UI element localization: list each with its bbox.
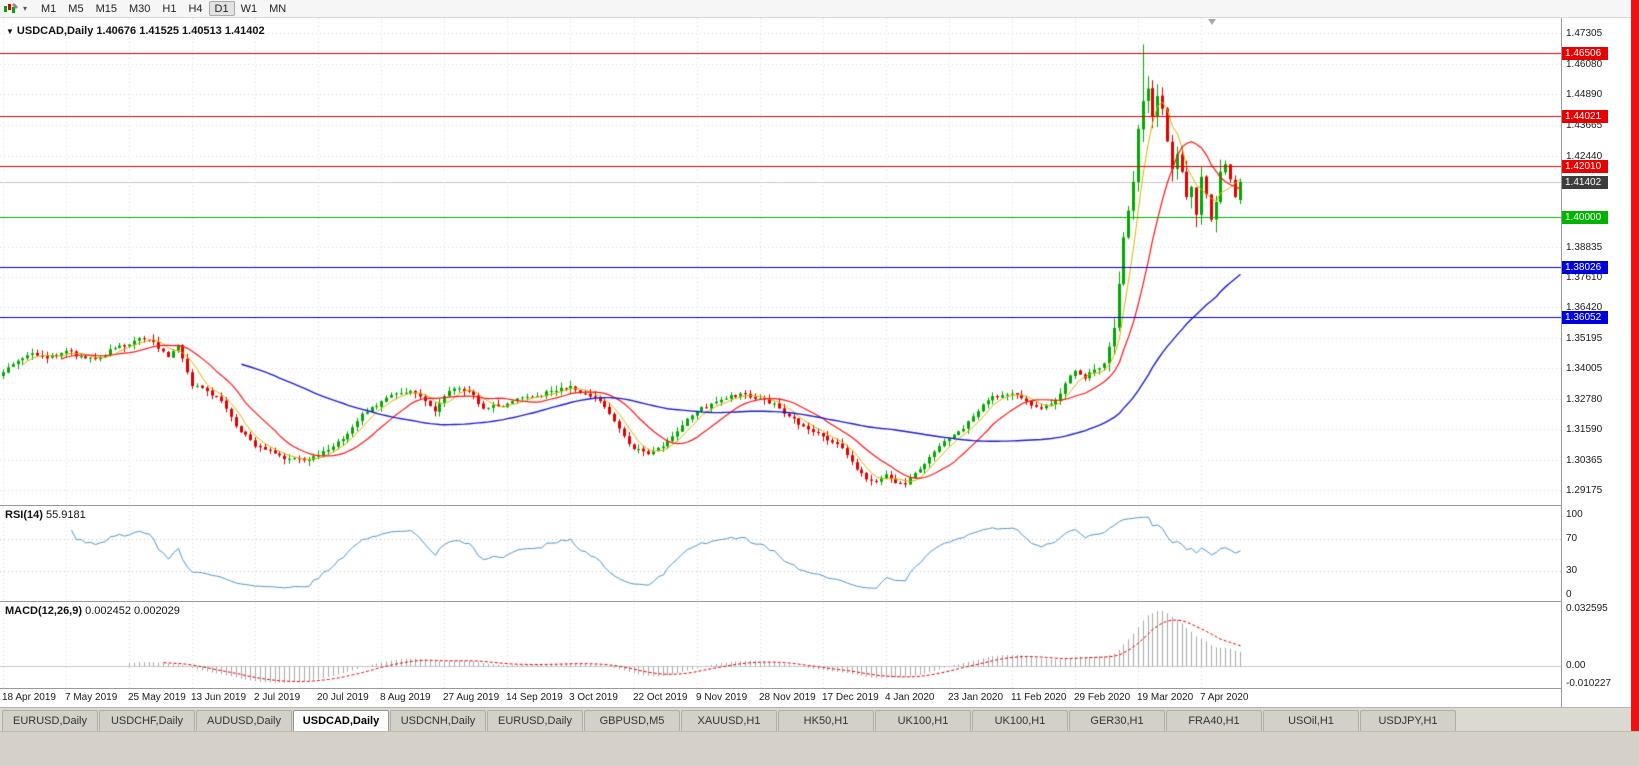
- chart-tab-eurusd-daily[interactable]: EURUSD,Daily: [2, 710, 98, 731]
- y-axis-tick: 1.44890: [1566, 88, 1603, 100]
- x-axis-date-label: 14 Sep 2019: [506, 692, 563, 703]
- y-axis-tick: 1.36420: [1566, 302, 1603, 314]
- chart-tab-usdjpy-h1[interactable]: USDJPY,H1: [1360, 710, 1456, 731]
- y-axis-tick: 1.31590: [1566, 424, 1603, 436]
- x-axis-date-label: 28 Nov 2019: [759, 692, 816, 703]
- price-level-badge: 1.40000: [1562, 211, 1608, 225]
- timeframe-button-M15[interactable]: M15: [95, 3, 117, 15]
- x-axis-date-label: 13 Jun 2019: [191, 692, 247, 703]
- y-axis-tick: 1.43665: [1566, 119, 1603, 131]
- timeframe-button-M5[interactable]: M5: [68, 3, 84, 15]
- price-level-badge: 1.44021: [1562, 109, 1608, 123]
- main-chart-canvas[interactable]: [0, 18, 1561, 505]
- chart-tab-gbpusd-m5[interactable]: GBPUSD,M5: [584, 710, 680, 731]
- chart-title: ▼ USDCAD,Daily 1.40676 1.41525 1.40513 1.…: [6, 25, 265, 37]
- price-level-badge: 1.38026: [1562, 260, 1608, 274]
- macd-canvas[interactable]: [0, 603, 1561, 689]
- x-axis-date-label: 4 Jan 2020: [885, 692, 935, 703]
- y-axis-tick: 1.29175: [1566, 485, 1603, 496]
- status-bar: [0, 731, 1639, 766]
- price-level-badge: 1.42010: [1562, 160, 1608, 174]
- x-axis-date-label: 7 May 2019: [65, 692, 118, 703]
- rsi-scale-label: 100: [1566, 509, 1583, 520]
- y-axis-tick: 1.32780: [1566, 394, 1603, 406]
- chart-tab-usdcad-daily[interactable]: USDCAD,Daily: [293, 710, 389, 731]
- chart-tab-bar: EURUSD,Daily USDCHF,Daily AUDUSD,Daily USDC…: [0, 707, 1639, 731]
- x-axis-date-label: 7 Apr 2020: [1200, 692, 1249, 703]
- rsi-canvas[interactable]: [0, 507, 1561, 602]
- chart-tab-uk100-h1[interactable]: UK100,H1: [875, 710, 971, 731]
- y-axis-tick: 1.30365: [1566, 455, 1603, 466]
- x-axis-date-label: 29 Feb 2020: [1074, 692, 1131, 703]
- chart-tab-fra40-h1[interactable]: FRA40,H1: [1166, 710, 1262, 731]
- rsi-value: 55.9181: [45, 509, 86, 521]
- macd-values: 0.002452 0.002029: [85, 605, 180, 617]
- y-axis-tick: 1.47305: [1566, 28, 1603, 39]
- right-edge-strip: [1631, 0, 1639, 731]
- main-chart-pane: ▼ USDCAD,Daily 1.40676 1.41525 1.40513 1.…: [0, 18, 1561, 505]
- timeframe-button-H1[interactable]: H1: [162, 3, 177, 15]
- chart-tab-usoil-h1[interactable]: USOil,H1: [1263, 710, 1359, 731]
- rsi-scale-label: 0: [1566, 589, 1572, 600]
- chart-tools-caret-icon[interactable]: ▾: [23, 4, 28, 13]
- price-axis[interactable]: 1.47305 1.46080 1.44890 1.43665 1.42440 1.388…: [1561, 18, 1631, 707]
- price-level-badge: 1.46506: [1562, 47, 1608, 61]
- rsi-name: RSI(14): [5, 509, 43, 521]
- date-axis[interactable]: 18 Apr 2019 7 May 2019 25 May 2019 13 Jun 2…: [0, 688, 1561, 707]
- y-axis-tick: 1.42440: [1566, 150, 1603, 162]
- rsi-label: RSI(14) 55.9181: [5, 509, 86, 521]
- x-axis-date-label: 19 Mar 2020: [1137, 692, 1194, 703]
- chart-ohlc-values: 1.40676 1.41525 1.40513 1.41402: [96, 25, 265, 37]
- y-axis-tick: 1.38835: [1566, 241, 1603, 253]
- x-axis-date-label: 3 Oct 2019: [569, 692, 618, 703]
- chart-tools-icon[interactable]: [3, 2, 19, 15]
- chart-symbol: USDCAD,Daily: [16, 25, 94, 37]
- x-axis-date-label: 9 Nov 2019: [696, 692, 748, 703]
- x-axis-date-label: 22 Oct 2019: [633, 692, 688, 703]
- macd-pane: MACD(12,26,9) 0.002452 0.002029: [0, 601, 1561, 689]
- x-axis-date-label: 18 Apr 2019: [2, 692, 56, 703]
- price-level-badge: 1.36052: [1562, 310, 1608, 324]
- chart-shift-marker[interactable]: [1208, 19, 1216, 25]
- x-axis-date-label: 17 Dec 2019: [822, 692, 879, 703]
- timeframe-button-D1[interactable]: D1: [208, 1, 235, 16]
- x-axis-date-label: 25 May 2019: [128, 692, 186, 703]
- x-axis-date-label: 23 Jan 2020: [948, 692, 1004, 703]
- macd-scale-label: -0.010227: [1566, 678, 1612, 689]
- chart-tab-xauusd-h1[interactable]: XAUUSD,H1: [681, 710, 777, 731]
- timeframe-button-M30[interactable]: M30: [128, 3, 151, 15]
- symbol-dropdown-icon[interactable]: ▼: [6, 27, 14, 36]
- y-axis-tick: 1.34005: [1566, 363, 1603, 375]
- x-axis-date-label: 11 Feb 2020: [1011, 692, 1067, 703]
- chart-tab-usdcnh-daily[interactable]: USDCNH,Daily: [390, 710, 486, 731]
- chart-tab-hk50-h1[interactable]: HK50,H1: [778, 710, 874, 731]
- x-axis-date-label: 20 Jul 2019: [317, 692, 369, 703]
- timeframe-button-W1[interactable]: W1: [240, 3, 258, 15]
- y-axis-tick: 1.37610: [1566, 272, 1603, 284]
- rsi-scale-label: 70: [1566, 533, 1578, 544]
- timeframe-button-M1[interactable]: M1: [41, 3, 57, 15]
- macd-name: MACD(12,26,9): [5, 605, 83, 617]
- chart-tab-uk100-h1[interactable]: UK100,H1: [972, 710, 1068, 731]
- chart-tab-ger30-h1[interactable]: GER30,H1: [1069, 710, 1165, 731]
- macd-scale-label: 0.00: [1566, 660, 1586, 672]
- timeframe-toolbar: ▾ M1 M5 M15 M30 H1 H4 D1 W1 MN: [0, 0, 1639, 18]
- x-axis-date-label: 8 Aug 2019: [380, 692, 431, 703]
- rsi-scale-label: 30: [1566, 565, 1578, 576]
- y-axis-tick: 1.35195: [1566, 333, 1603, 345]
- x-axis-date-label: 2 Jul 2019: [254, 692, 301, 703]
- x-axis-date-label: 27 Aug 2019: [443, 692, 500, 703]
- timeframe-button-MN[interactable]: MN: [269, 3, 287, 15]
- macd-label: MACD(12,26,9) 0.002452 0.002029: [5, 605, 180, 617]
- rsi-pane: RSI(14) 55.9181: [0, 505, 1561, 602]
- macd-scale-label: 0.032595: [1566, 603, 1608, 614]
- y-axis-tick: 1.46080: [1566, 58, 1603, 70]
- chart-tab-eurusd-daily[interactable]: EURUSD,Daily: [487, 710, 583, 731]
- chart-tab-audusd-daily[interactable]: AUDUSD,Daily: [196, 710, 292, 731]
- timeframe-buttons: M1 M5 M15 M30 H1 H4 D1 W1 MN: [35, 1, 292, 16]
- chart-tab-usdchf-daily[interactable]: USDCHF,Daily: [99, 710, 195, 731]
- timeframe-button-H4[interactable]: H4: [188, 3, 203, 15]
- current-price-badge: 1.41402: [1562, 175, 1608, 189]
